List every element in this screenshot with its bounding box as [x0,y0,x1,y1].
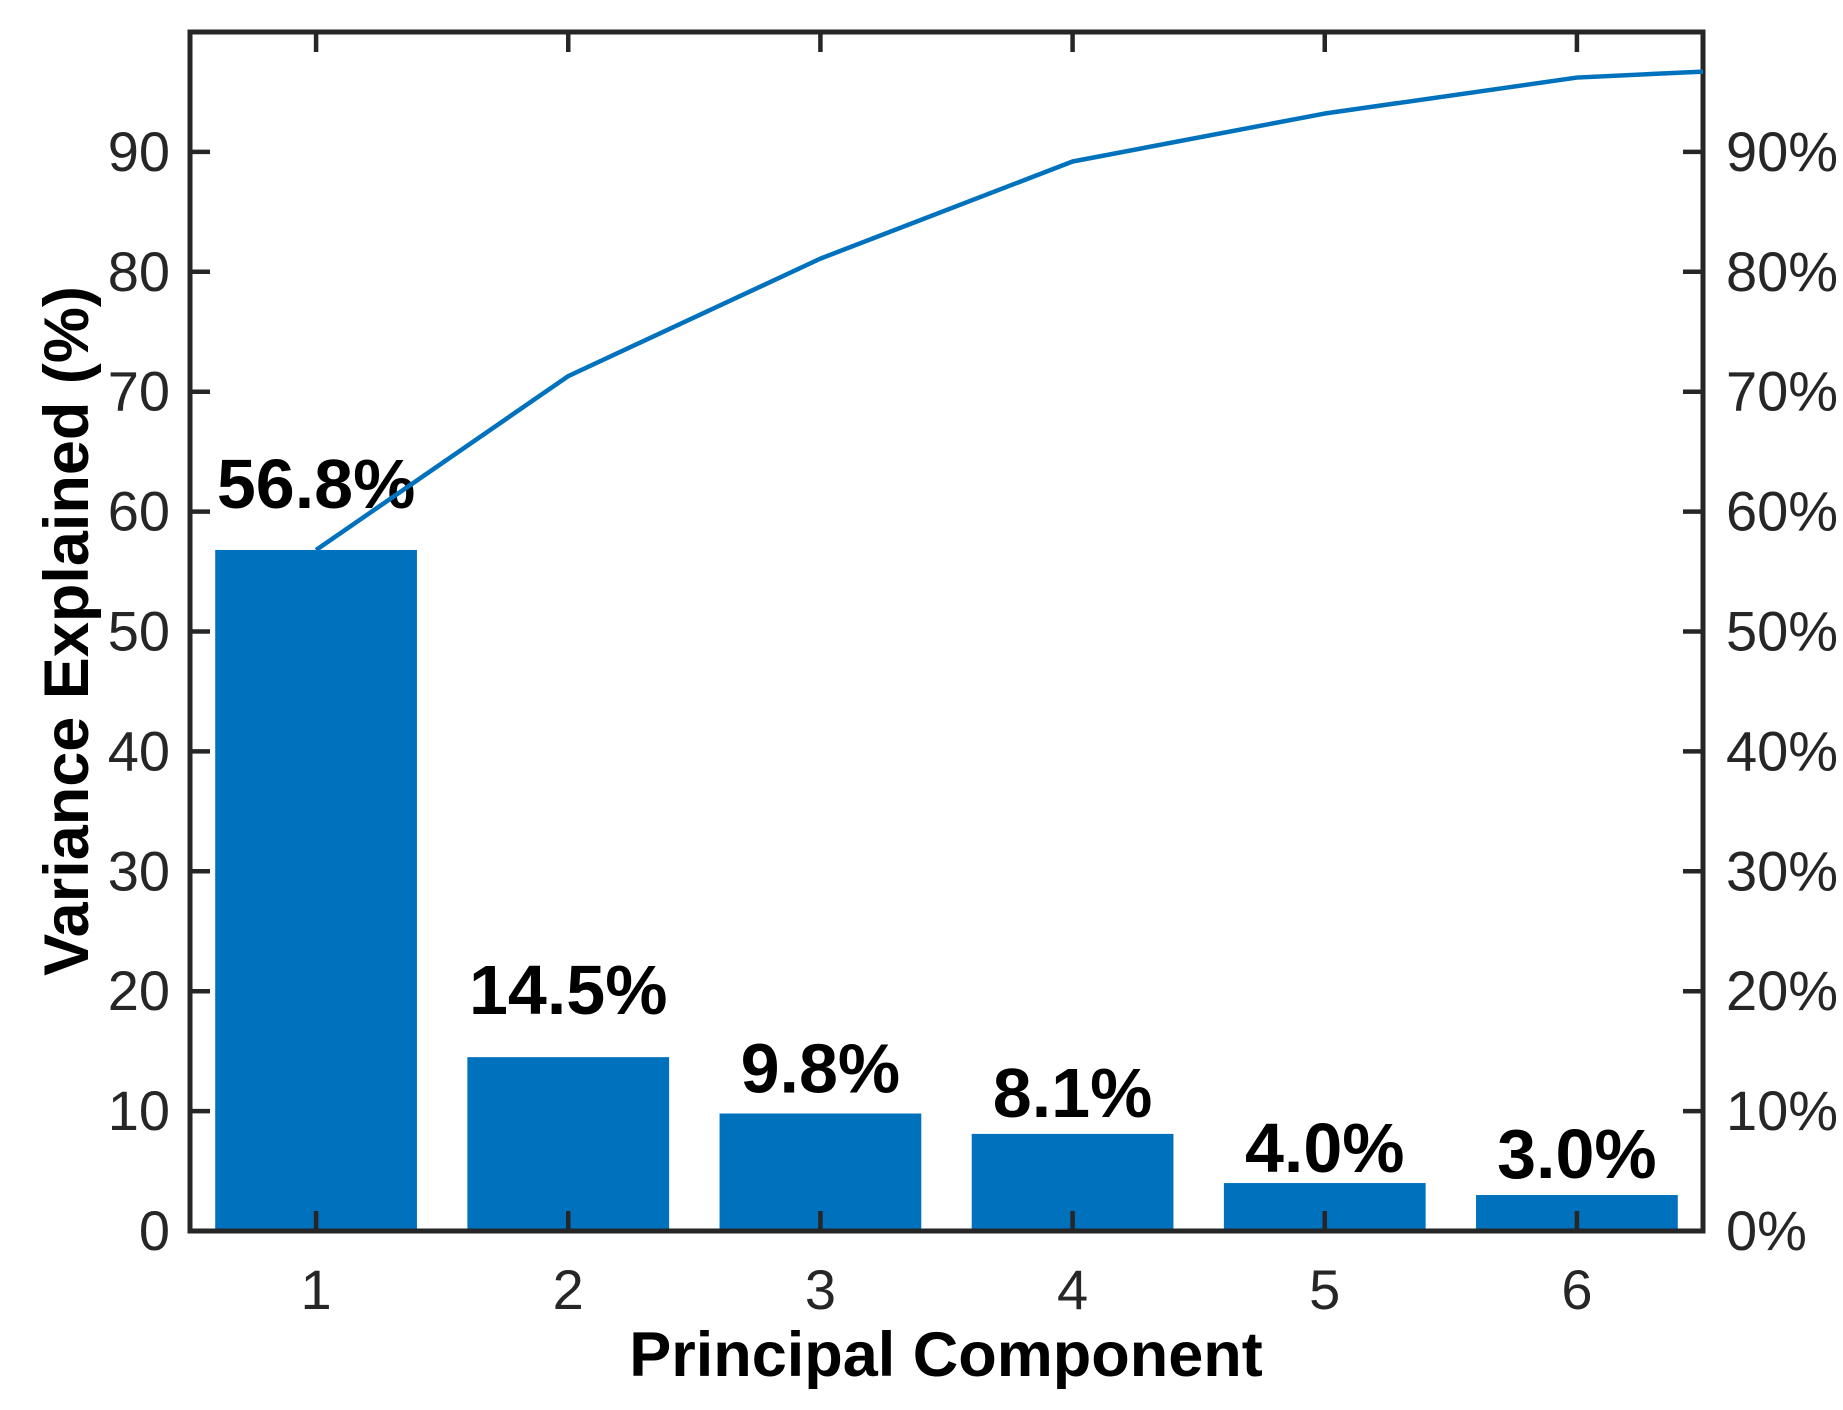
bar-value-label: 56.8% [217,445,415,523]
bar-pc1 [215,549,417,1231]
y-tick-label-right: 50% [1726,600,1838,663]
bar-value-label: 9.8% [741,1029,901,1107]
y-tick-label-left: 60 [108,480,170,543]
y-tick-label-right: 40% [1726,719,1838,782]
chart-plot-area: 56.8%14.5%9.8% 8.1%4.0% 3.0%1 2 3 4 5 60 0%10 10%… [108,29,1838,1321]
y-tick-label-right: 30% [1726,839,1838,902]
y-tick-label-right: 20% [1726,959,1838,1022]
bar-value-label: 4.0% [1245,1109,1405,1187]
bar-value-label: 8.1% [993,1054,1153,1132]
y-tick-label-right: 70% [1726,360,1838,423]
x-tick-label: 6 [1561,1258,1592,1321]
bar-value-label: 3.0% [1497,1115,1657,1193]
y-tick-label-left: 80 [108,240,170,303]
bar-pc2 [467,1057,670,1231]
x-tick-label: 3 [805,1258,836,1321]
x-tick-label: 5 [1309,1258,1340,1321]
y-tick-label-left: 0 [139,1199,170,1262]
y-tick-label-left: 70 [108,360,170,423]
y-tick-label-right: 60% [1726,480,1838,543]
y-tick-label-right: 90% [1726,120,1838,183]
y-tick-label-right: 0% [1726,1199,1807,1262]
y-tick-label-left: 40 [108,719,170,782]
y-tick-label-left: 10 [108,1079,170,1142]
y-tick-label-left: 30 [108,839,170,902]
y-tick-label-right: 80% [1726,240,1838,303]
cumulative-variance-line [314,69,1704,552]
x-axis-title: Principal Component [629,1320,1263,1390]
y-tick-label-left: 20 [108,959,170,1022]
y-tick-label-left: 90 [108,120,170,183]
x-tick-label: 1 [301,1258,332,1321]
x-tick-label: 4 [1057,1258,1088,1321]
x-tick-label: 2 [553,1258,584,1321]
y-tick-label-right: 10% [1726,1079,1838,1142]
y-axis-title: Variance Explained (%) [32,286,102,976]
bar-value-label: 14.5% [469,951,667,1029]
y-tick-label-left: 50 [108,600,170,663]
